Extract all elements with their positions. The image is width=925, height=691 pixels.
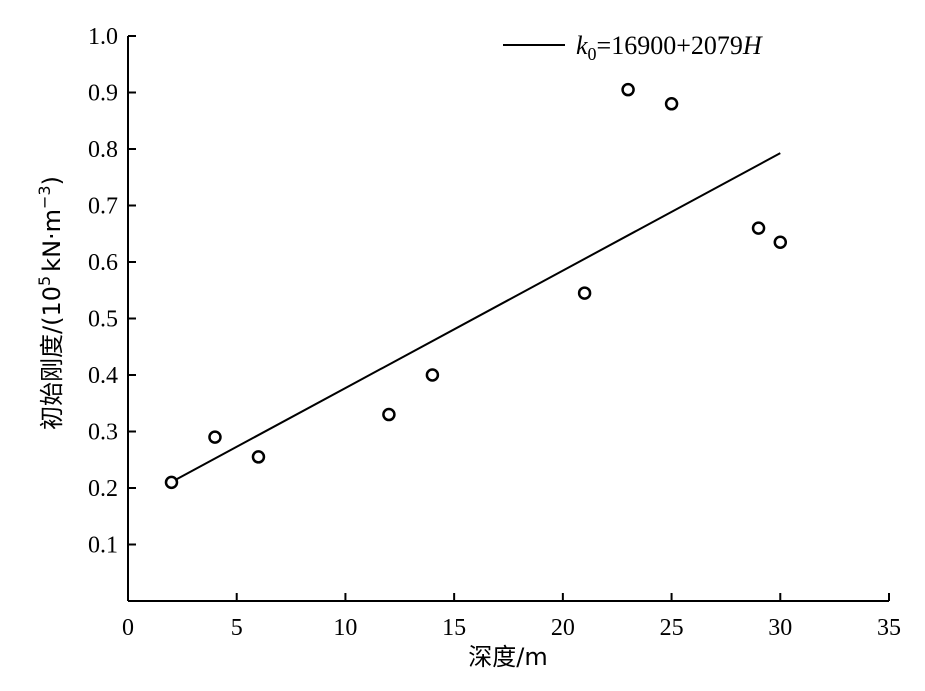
data-point [751,221,766,235]
y-axis-title-end: ) [38,176,66,185]
fit-line [171,152,781,483]
fit-line-group [171,152,781,483]
y-tick-label: 1.0 [88,24,118,50]
data-point [382,407,396,422]
legend-equation: =16900+2079 [597,31,743,60]
y-tick-label: 0.4 [88,363,118,389]
legend-subscript: 0 [588,44,597,64]
y-tick-label: 0.7 [88,194,118,220]
x-tick-label: 10 [333,615,357,641]
y-axis-title-main: 初始刚度/(10 [38,286,66,430]
y-tick-label: 0.9 [88,81,118,107]
y-tick-label: 0.8 [88,137,118,163]
x-tick-label: 5 [231,615,243,641]
legend-variable: H [742,31,763,60]
y-tick-label: 0.6 [88,250,118,276]
data-point [664,97,679,111]
x-tick-label: 0 [122,615,134,641]
y-tick-label: 0.1 [88,533,118,559]
y-tick-label: 0.5 [88,307,118,333]
data-point [164,475,179,490]
axes [127,36,889,602]
data-point [251,450,266,464]
y-tick-label: 0.2 [88,476,118,502]
data-point [773,235,788,249]
data-points [164,82,788,490]
y-axis-title-exp2: −3 [35,185,54,209]
y-tick-label: 0.3 [88,420,118,446]
x-tick-label: 35 [877,615,901,641]
legend: k0=16900+2079H [503,31,763,64]
data-point [425,368,440,382]
data-point [208,430,222,444]
ticks: 0 5 10 15 20 25 30 35 0.1 0.2 0.3 0.4 0.5 0.6 0.7 0.8 0.… [88,24,901,641]
legend-k: k [576,31,588,60]
legend-label: k0=16900+2079H [576,31,763,64]
data-point [577,286,592,300]
x-tick-label: 20 [551,615,575,641]
x-axis-title: 深度/m [468,643,547,671]
y-axis-title-exp1: 5 [35,276,54,286]
y-axis-title: 初始刚度/(105 kN·m−3) [35,176,66,430]
x-tick-label: 15 [442,615,466,641]
x-tick-label: 25 [660,615,684,641]
y-axis-title-mid: kN·m [38,209,66,272]
x-tick-label: 30 [768,615,792,641]
data-point [621,82,635,97]
